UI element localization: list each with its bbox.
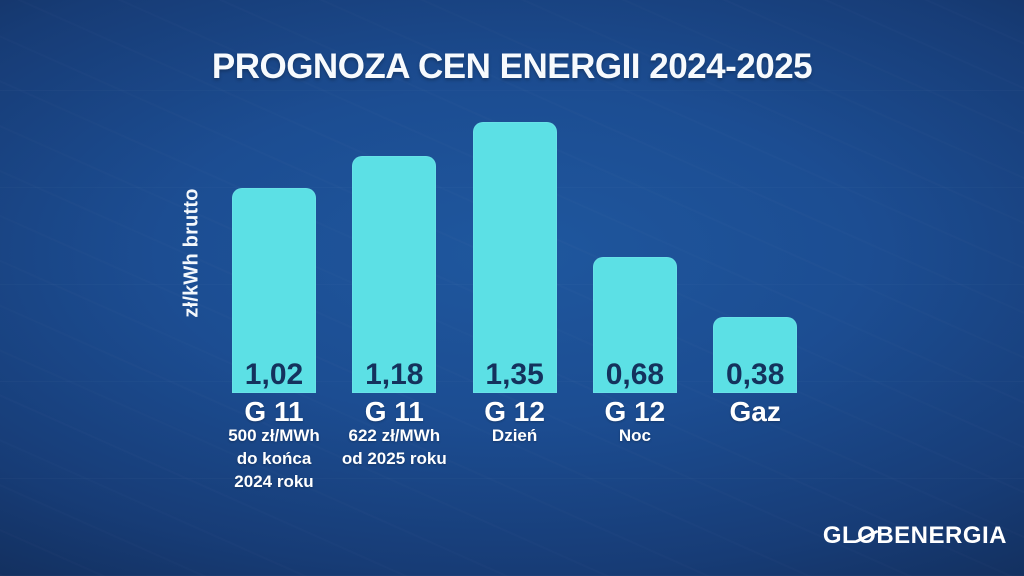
category-label: G 12	[484, 396, 545, 427]
bar-value-label: 0,38	[725, 358, 785, 391]
category-sublabel: 622 zł/MWh od 2025 roku	[304, 424, 484, 470]
chart-title: PROGNOZA CEN ENERGII 2024-2025	[211, 47, 813, 86]
category-sublabel-line: do końca	[236, 449, 312, 468]
logo-text-pre: GL	[822, 522, 858, 549]
category-label: G 11	[244, 396, 304, 427]
bar-value-label: 0,68	[605, 358, 665, 391]
bar-4: 0,68	[592, 257, 677, 393]
globe-o-icon: O	[857, 522, 877, 549]
bar-value-label: 1,35	[485, 358, 544, 391]
category-sublabel: Noc	[545, 424, 725, 447]
category-sublabel-line: Noc	[618, 426, 651, 445]
bar-2: 1,18	[352, 156, 437, 393]
category-sublabel-line: Dzień	[491, 426, 538, 445]
category-label: G 12	[604, 396, 666, 427]
logo-text-post: BENERGIA	[876, 522, 1007, 549]
category-sublabel-line: 500 zł/MWh	[228, 426, 320, 445]
bar-value-label: 1,18	[365, 358, 424, 391]
category-sublabel-line: 622 zł/MWh	[348, 426, 441, 445]
bar-1: 1,02	[232, 188, 316, 393]
category-label: G 11	[364, 396, 424, 427]
category-sublabel-line: od 2025 roku	[341, 449, 447, 468]
bar-3: 1,35	[472, 122, 557, 393]
category-sublabel: Dzień	[425, 424, 605, 447]
globenergia-logo: GLOBENERGIA	[823, 522, 1007, 550]
bar-value-label: 1,02	[244, 358, 304, 391]
bar-5: 0,38	[713, 317, 798, 393]
category-sublabel: 500 zł/MWh do końca 2024 roku	[184, 424, 364, 493]
category-sublabel-line: 2024 roku	[234, 472, 314, 491]
category-label: Gaz	[729, 396, 781, 427]
